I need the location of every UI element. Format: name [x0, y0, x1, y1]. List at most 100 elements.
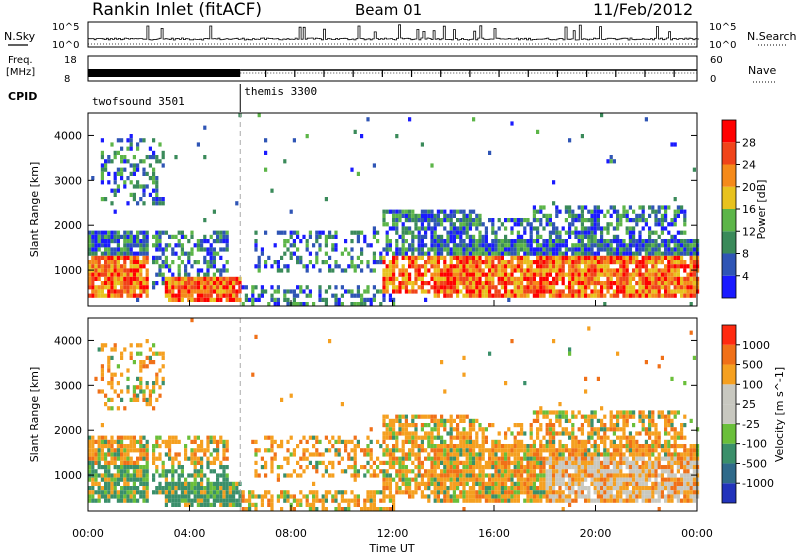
echo-cell	[206, 444, 210, 449]
echo-cell	[443, 272, 447, 277]
echo-cell	[430, 456, 434, 461]
echo-cell	[584, 251, 588, 256]
echo-cell	[632, 473, 636, 478]
echo-cell	[606, 486, 610, 491]
echo-cell	[468, 251, 472, 256]
echo-cell	[113, 465, 117, 470]
echo-cell	[593, 218, 597, 223]
echo-cell	[209, 490, 213, 495]
echo-cell	[104, 452, 108, 457]
echo-cell	[456, 281, 460, 286]
echo-cell	[548, 285, 552, 290]
echo-cell	[363, 289, 367, 294]
echo-cell	[433, 460, 437, 465]
echo-cell	[692, 260, 696, 265]
echo-cell	[420, 234, 424, 239]
echo-cell	[510, 339, 514, 344]
echo-cell	[132, 276, 136, 281]
echo-cell	[136, 268, 140, 273]
echo-cell	[635, 260, 639, 265]
echo-cell	[292, 289, 296, 294]
echo-cell	[462, 260, 466, 265]
echo-cell	[686, 272, 690, 277]
echo-cell	[321, 473, 325, 478]
echo-cell	[88, 234, 92, 239]
echo-cell	[452, 469, 456, 474]
echo-cell	[552, 285, 556, 290]
echo-cell	[603, 285, 607, 290]
echo-cell	[155, 456, 159, 461]
echo-cell	[664, 239, 668, 244]
echo-cell	[481, 473, 485, 478]
echo-cell	[174, 281, 178, 286]
echo-cell	[427, 456, 431, 461]
echo-cell	[561, 260, 565, 265]
echo-cell	[353, 444, 357, 449]
echo-cell	[123, 251, 127, 256]
echo-cell	[596, 218, 600, 223]
echo-cell	[536, 218, 540, 223]
echo-cell	[312, 490, 316, 495]
echo-cell	[580, 431, 584, 436]
echo-cell	[417, 435, 421, 440]
echo-cell	[225, 498, 229, 503]
echo-cell	[286, 289, 290, 294]
echo-cell	[161, 276, 165, 281]
echo-cell	[542, 239, 546, 244]
echo-cell	[564, 285, 568, 290]
echo-cell	[392, 268, 396, 273]
echo-cell	[564, 255, 568, 260]
echo-cell	[382, 448, 386, 453]
echo-cell	[484, 247, 488, 252]
echo-cell	[164, 473, 168, 478]
echo-cell	[404, 268, 408, 273]
echo-cell	[283, 494, 287, 499]
echo-cell	[404, 239, 408, 244]
echo-cell	[126, 159, 130, 164]
echo-cell	[177, 255, 181, 260]
echo-cell	[536, 460, 540, 465]
echo-cell	[696, 281, 700, 286]
echo-cell	[433, 293, 437, 298]
echo-cell	[388, 494, 392, 499]
echo-cell	[411, 247, 415, 252]
echo-cell	[360, 448, 364, 453]
echo-cell	[257, 494, 261, 499]
echo-cell	[520, 285, 524, 290]
echo-cell	[446, 494, 450, 499]
echo-cell	[212, 456, 216, 461]
echo-cell	[526, 268, 530, 273]
echo-cell	[542, 281, 546, 286]
colorbar-tick-label: 24	[742, 159, 756, 172]
echo-cell	[321, 260, 325, 265]
echo-cell	[190, 289, 194, 294]
echo-cell	[276, 465, 280, 470]
echo-cell	[622, 247, 626, 252]
echo-cell	[97, 481, 101, 486]
echo-cell	[180, 289, 184, 294]
echo-cell	[305, 239, 309, 244]
echo-cell	[433, 477, 437, 482]
echo-cell	[472, 469, 476, 474]
echo-cell	[382, 477, 386, 482]
echo-cell	[411, 251, 415, 256]
echo-cell	[593, 431, 597, 436]
echo-cell	[606, 427, 610, 432]
echo-cell	[577, 465, 581, 470]
echo-cell	[148, 163, 152, 168]
echo-cell	[404, 218, 408, 223]
echo-cell	[459, 255, 463, 260]
echo-cell	[171, 276, 175, 281]
echo-cell	[449, 289, 453, 294]
echo-cell	[356, 494, 360, 499]
echo-cell	[180, 465, 184, 470]
echo-cell	[136, 234, 140, 239]
echo-cell	[603, 439, 607, 444]
echo-cell	[395, 439, 399, 444]
echo-cell	[603, 260, 607, 265]
echo-cell	[433, 469, 437, 474]
echo-cell	[593, 410, 597, 415]
echo-cell	[635, 465, 639, 470]
echo-cell	[584, 293, 588, 298]
echo-cell	[465, 456, 469, 461]
